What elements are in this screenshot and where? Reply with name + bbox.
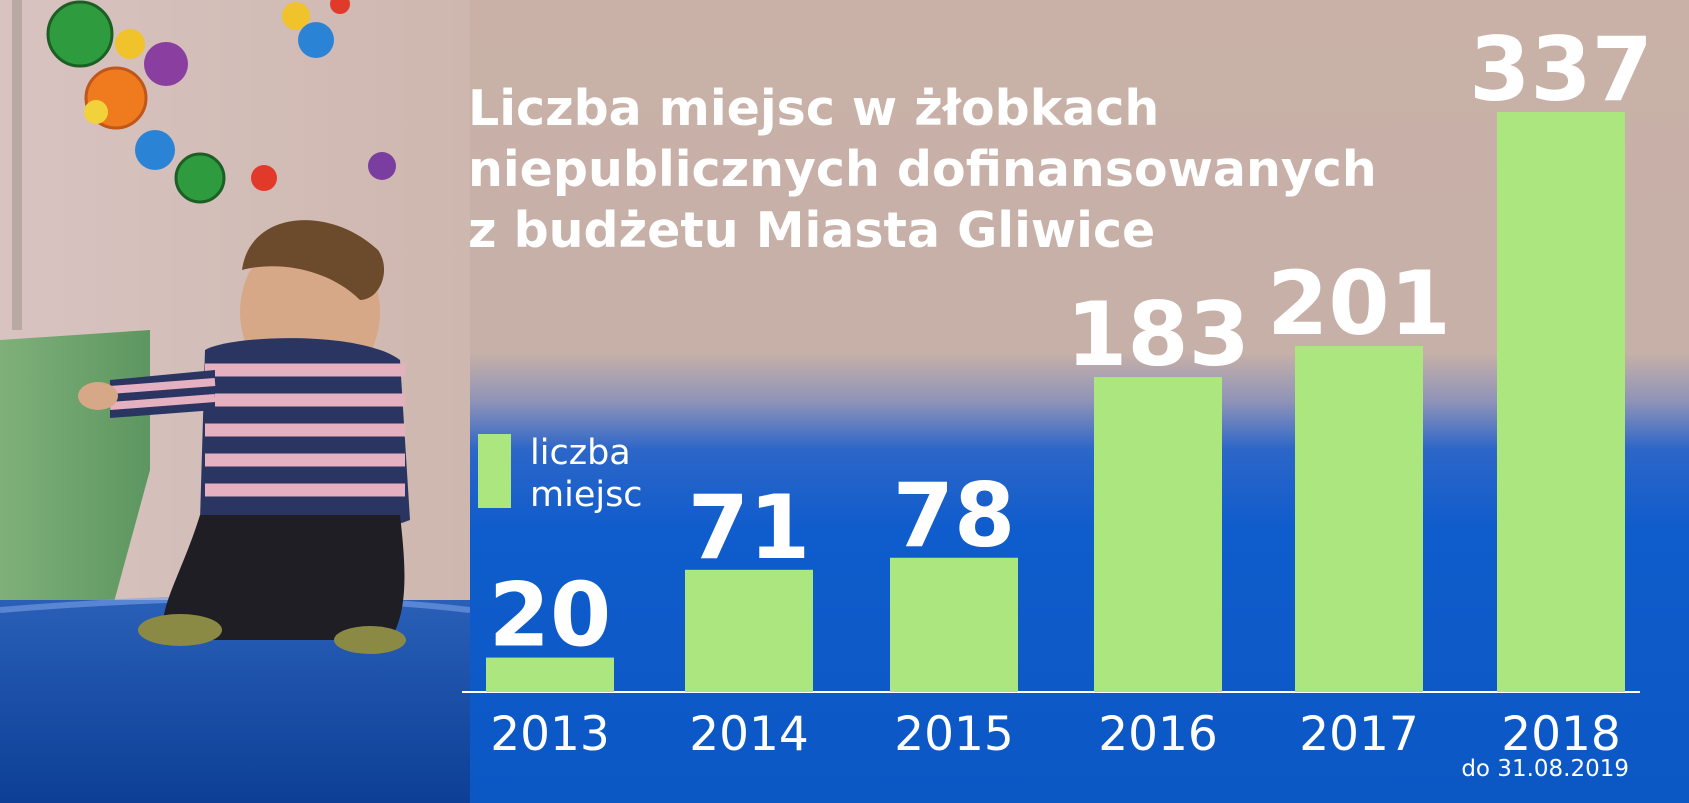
data-label-2013: 20	[489, 564, 611, 667]
data-label-2015: 78	[893, 464, 1015, 567]
footnote: do 31.08.2019	[1461, 756, 1629, 782]
bar-2013	[486, 657, 614, 692]
x-tick-label-2017: 2017	[1299, 707, 1419, 762]
legend-label: liczba miejsc	[530, 432, 690, 516]
data-label-2017: 201	[1267, 252, 1451, 355]
x-tick-label-2016: 2016	[1098, 707, 1218, 762]
x-tick-label-2015: 2015	[894, 707, 1014, 762]
x-tick-label-2018: 2018	[1501, 707, 1621, 762]
data-label-2014: 71	[688, 476, 810, 579]
data-label-2016: 183	[1066, 283, 1250, 386]
bar-2015	[890, 557, 1018, 692]
x-tick-label-2014: 2014	[689, 707, 809, 762]
legend-line: miejsc	[530, 475, 643, 515]
title-line: niepublicznych dofinansowanych	[468, 141, 1377, 198]
title-line: Liczba miejsc w żłobkach	[468, 80, 1160, 137]
data-label-2018: 337	[1469, 18, 1653, 121]
x-tick-label-2013: 2013	[490, 707, 610, 762]
title-line: z budżetu Miasta Gliwice	[468, 202, 1156, 259]
bar-2017	[1295, 346, 1423, 692]
legend-line: liczba	[530, 433, 631, 473]
chart-title: Liczba miejsc w żłobkach niepublicznych …	[468, 78, 1448, 261]
legend-swatch	[478, 434, 511, 508]
bar-2018	[1497, 112, 1625, 692]
bar-2016	[1094, 377, 1222, 692]
child-photo	[0, 0, 470, 803]
bar-2014	[685, 569, 813, 692]
